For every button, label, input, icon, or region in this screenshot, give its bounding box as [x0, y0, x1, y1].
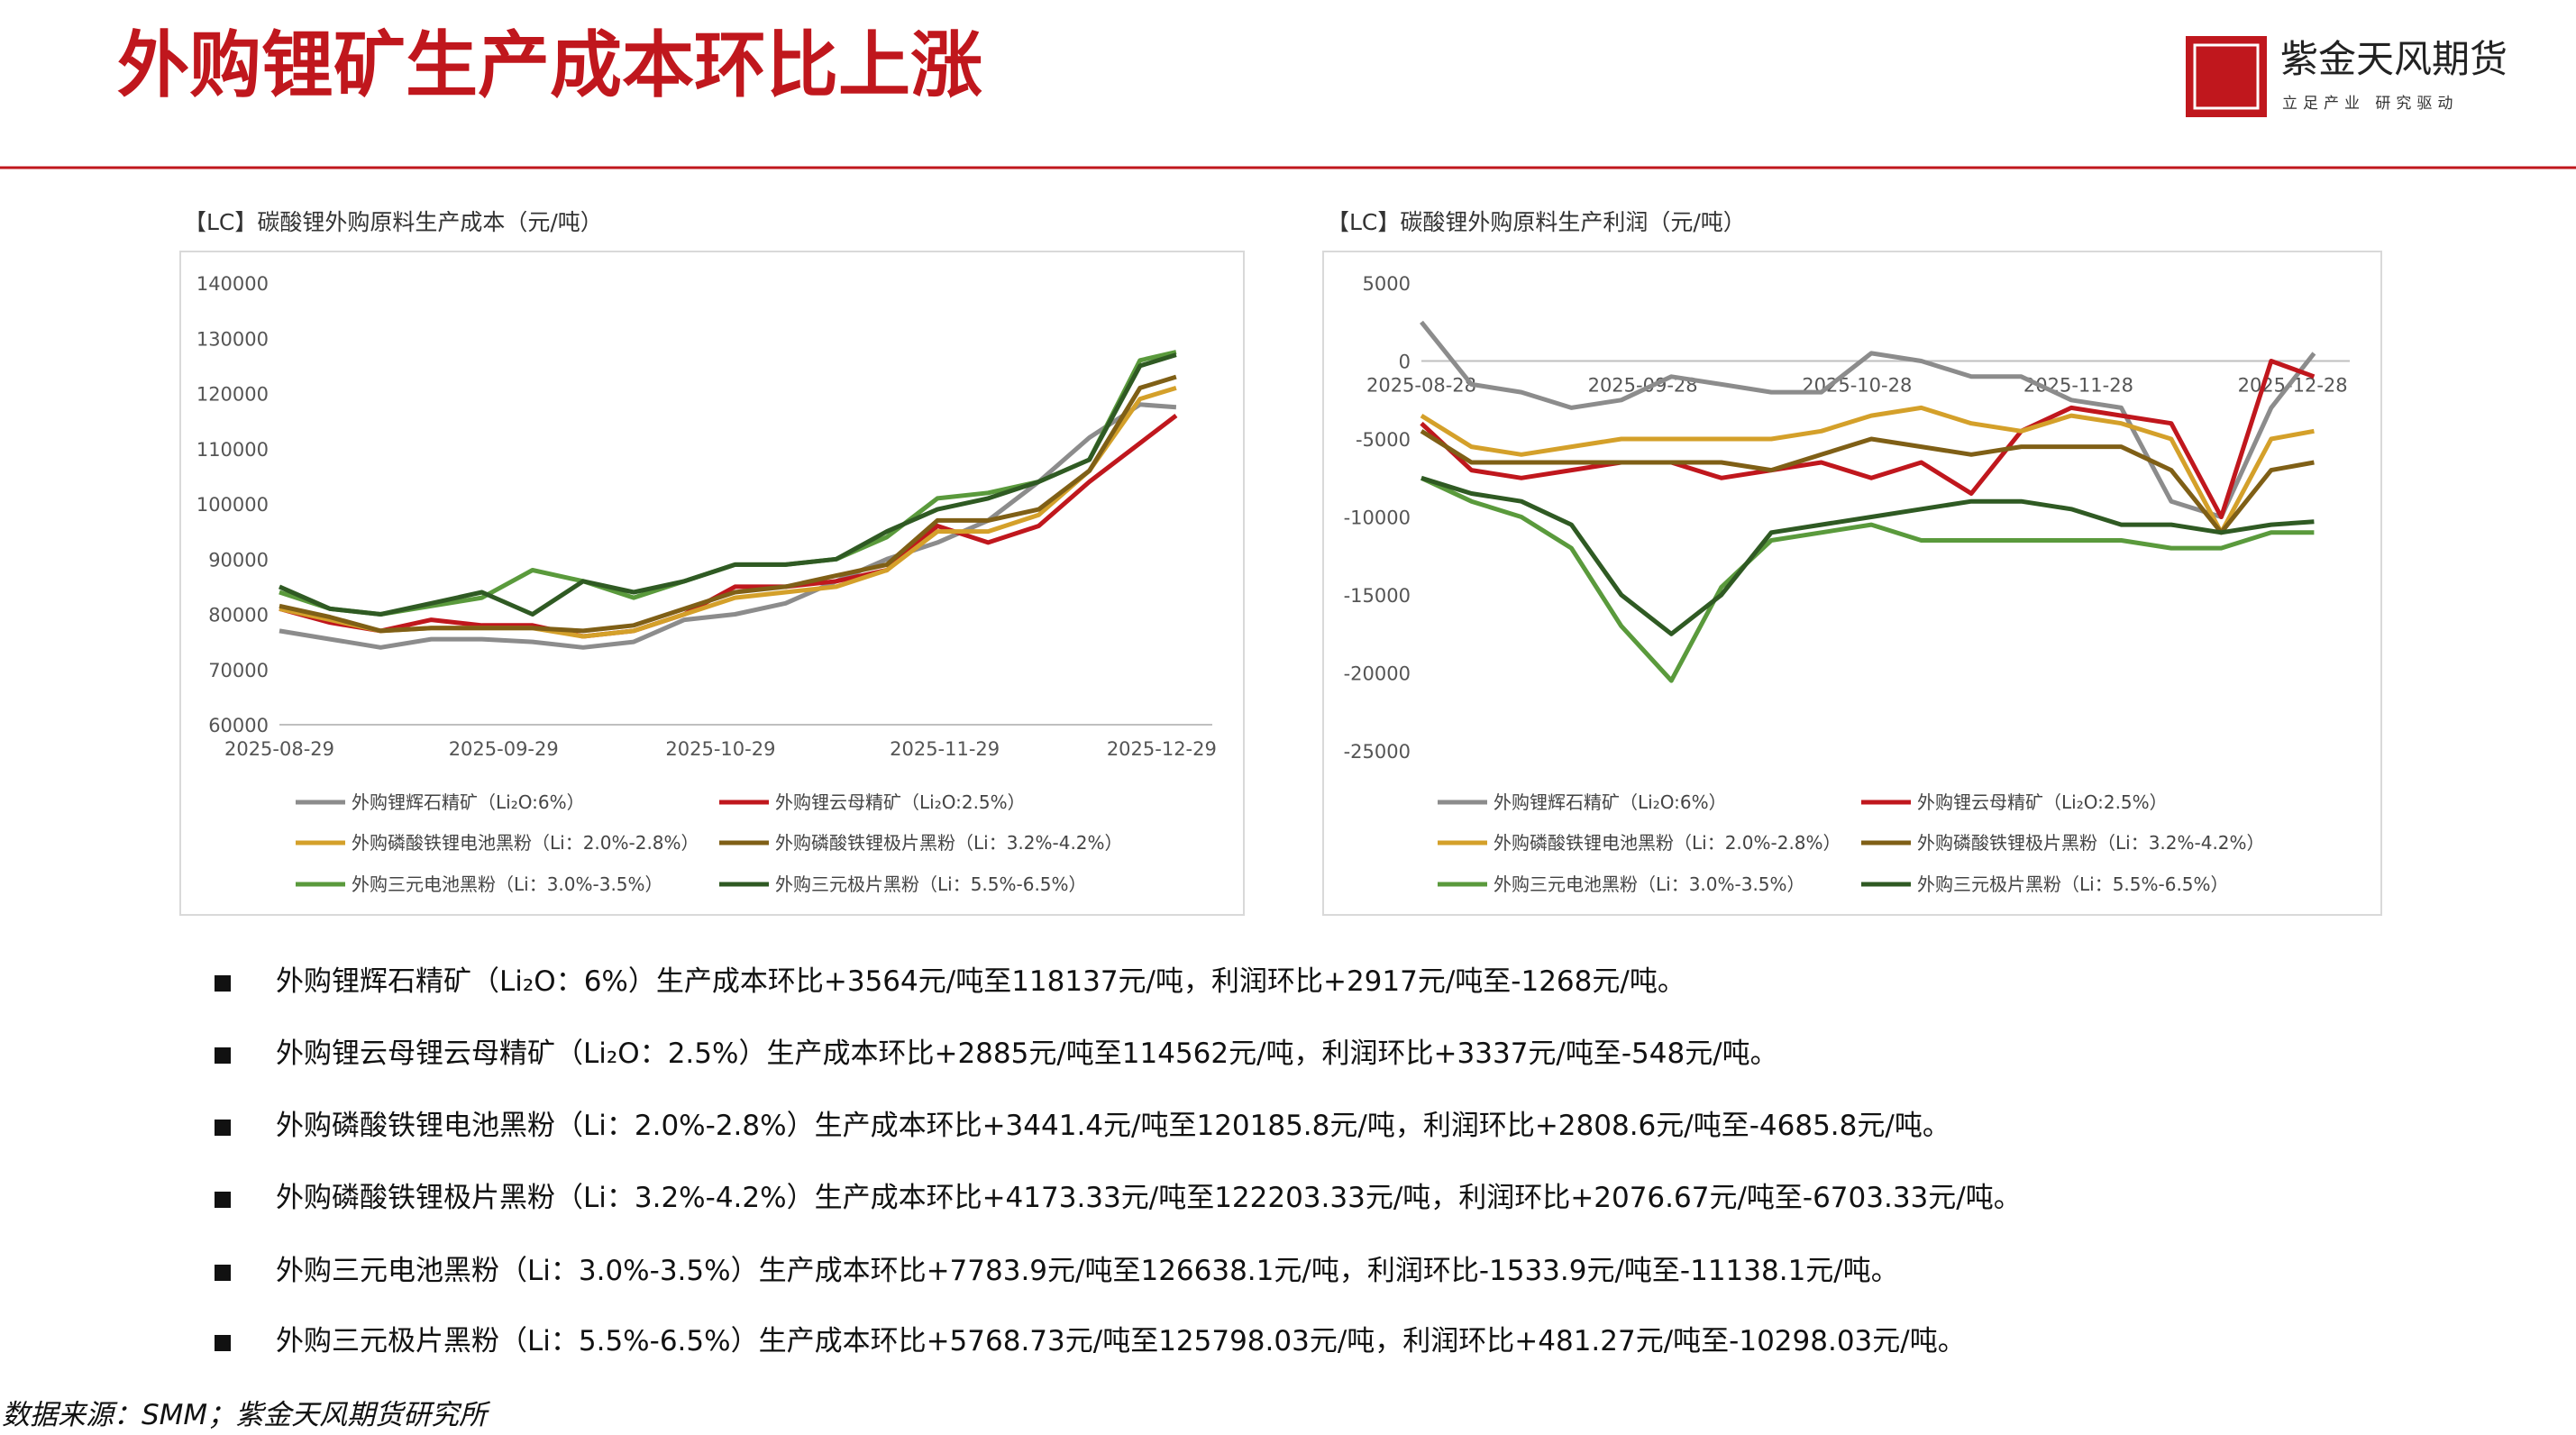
y-tick-label: 5000 [1363, 273, 1411, 295]
logo-seal [2186, 36, 2267, 117]
series-line [279, 386, 1177, 639]
series-line [279, 374, 1177, 634]
bullet-item: 外购三元极片黑粉（Li：5.5%-6.5%）生产成本环比+5768.73元/吨至… [215, 1318, 1966, 1358]
legend-label: 外购锂辉石精矿（Li₂O:6%） [1494, 791, 1727, 813]
bullet-marker [215, 1191, 231, 1208]
y-tick-label: 60000 [208, 715, 269, 736]
y-tick-label: 130000 [196, 328, 269, 350]
bullet-text: 外购磷酸铁锂极片黑粉（Li：3.2%-4.2%）生产成本环比+4173.33元/… [276, 1182, 2022, 1214]
legend-label: 外购磷酸铁锂电池黑粉（Li：2.0%-2.8%） [1494, 832, 1841, 854]
y-tick-label: 90000 [208, 549, 269, 571]
bullet-text: 外购锂云母锂云母精矿（Li₂O：2.5%）生产成本环比+2885元/吨至1145… [276, 1037, 1778, 1070]
bullet-marker [215, 1334, 231, 1351]
series-line [1420, 429, 2315, 535]
chart-title: 【LC】碳酸锂外购原料生产成本（元/吨） [184, 209, 603, 235]
y-tick-label: 80000 [208, 605, 269, 626]
x-tick-label: 2025-11-29 [890, 738, 1000, 760]
y-tick-label: 140000 [196, 273, 269, 295]
legend-label: 外购锂辉石精矿（Li₂O:6%） [352, 791, 585, 813]
slide-title: 外购锂矿生产成本环比上涨 [117, 23, 982, 107]
y-tick-label: 120000 [196, 384, 269, 406]
legend-label: 外购磷酸铁锂电池黑粉（Li：2.0%-2.8%） [352, 832, 699, 854]
legend-label: 外购磷酸铁锂极片黑粉（Li：3.2%-4.2%） [775, 832, 1123, 854]
legend-label: 外购锂云母精矿（Li₂O:2.5%） [775, 791, 1026, 813]
series-line [1420, 359, 2316, 519]
y-tick-label: 70000 [208, 660, 269, 681]
x-tick-label: 2025-08-28 [1366, 375, 1476, 397]
bullet-marker [215, 1119, 231, 1136]
y-tick-label: -20000 [1344, 663, 1411, 685]
series-line [1420, 320, 2316, 519]
series-line [279, 350, 1177, 617]
y-tick-label: -15000 [1344, 585, 1411, 607]
logo-name: 紫金天风期货 [2280, 37, 2507, 81]
legend-label: 外购三元极片黑粉（Li：5.5%-6.5%） [1917, 873, 2229, 895]
x-tick-label: 2025-08-29 [224, 738, 334, 760]
logo-seal-frame [2193, 43, 2260, 110]
series-line [1420, 405, 2315, 535]
x-tick-label: 2025-10-29 [665, 738, 775, 760]
bullet-text: 外购三元电池黑粉（Li：3.0%-3.5%）生产成本环比+7783.9元/吨至1… [276, 1255, 1899, 1287]
bullet-item: 外购磷酸铁锂电池黑粉（Li：2.0%-2.8%）生产成本环比+3441.4元/吨… [215, 1102, 1950, 1143]
y-tick-label: -25000 [1344, 741, 1411, 763]
logo-slogan: 立足产业 研究驱动 [2282, 95, 2458, 113]
bullet-marker [215, 1264, 231, 1281]
series-line [279, 352, 1177, 617]
y-tick-label: 100000 [196, 494, 269, 516]
x-tick-label: 2025-12-29 [1107, 738, 1217, 760]
legend-label: 外购三元极片黑粉（Li：5.5%-6.5%） [775, 873, 1087, 895]
bullet-text: 外购锂辉石精矿（Li₂O：6%）生产成本环比+3564元/吨至118137元/吨… [276, 965, 1685, 998]
chart-title: 【LC】碳酸锂外购原料生产利润（元/吨） [1327, 209, 1746, 235]
legend-label: 外购三元电池黑粉（Li：3.0%-3.5%） [352, 873, 663, 895]
x-tick-label: 2025-09-29 [449, 738, 559, 760]
chart-frame [1322, 251, 2382, 916]
bullet-text: 外购三元极片黑粉（Li：5.5%-6.5%）生产成本环比+5768.73元/吨至… [276, 1325, 1966, 1357]
series-line [279, 414, 1178, 639]
bullet-item: 外购锂云母锂云母精矿（Li₂O：2.5%）生产成本环比+2885元/吨至1145… [215, 1030, 1778, 1071]
bullet-text: 外购磷酸铁锂电池黑粉（Li：2.0%-2.8%）生产成本环比+3441.4元/吨… [276, 1110, 1950, 1142]
bullet-item: 外购磷酸铁锂极片黑粉（Li：3.2%-4.2%）生产成本环比+4173.33元/… [215, 1175, 2022, 1215]
source-note: 数据来源：SMM；紫金天风期货研究所 [2, 1399, 491, 1431]
bullet-item: 外购锂辉石精矿（Li₂O：6%）生产成本环比+3564元/吨至118137元/吨… [215, 958, 1685, 999]
y-tick-label: -5000 [1356, 429, 1411, 451]
bullet-item: 外购三元电池黑粉（Li：3.0%-3.5%）生产成本环比+7783.9元/吨至1… [215, 1248, 1899, 1288]
legend-label: 外购三元电池黑粉（Li：3.0%-3.5%） [1494, 873, 1805, 895]
legend-label: 外购磷酸铁锂极片黑粉（Li：3.2%-4.2%） [1917, 832, 2265, 854]
chart-frame [179, 251, 1245, 916]
legend-label: 外购锂云母精矿（Li₂O:2.5%） [1917, 791, 2168, 813]
bullet-marker [215, 974, 231, 992]
bullet-marker [215, 1047, 231, 1064]
series-line [1420, 476, 2315, 683]
y-tick-label: -10000 [1344, 507, 1411, 529]
series-line [1420, 475, 2315, 636]
y-tick-label: 110000 [196, 439, 269, 461]
y-tick-label: 0 [1399, 352, 1411, 373]
